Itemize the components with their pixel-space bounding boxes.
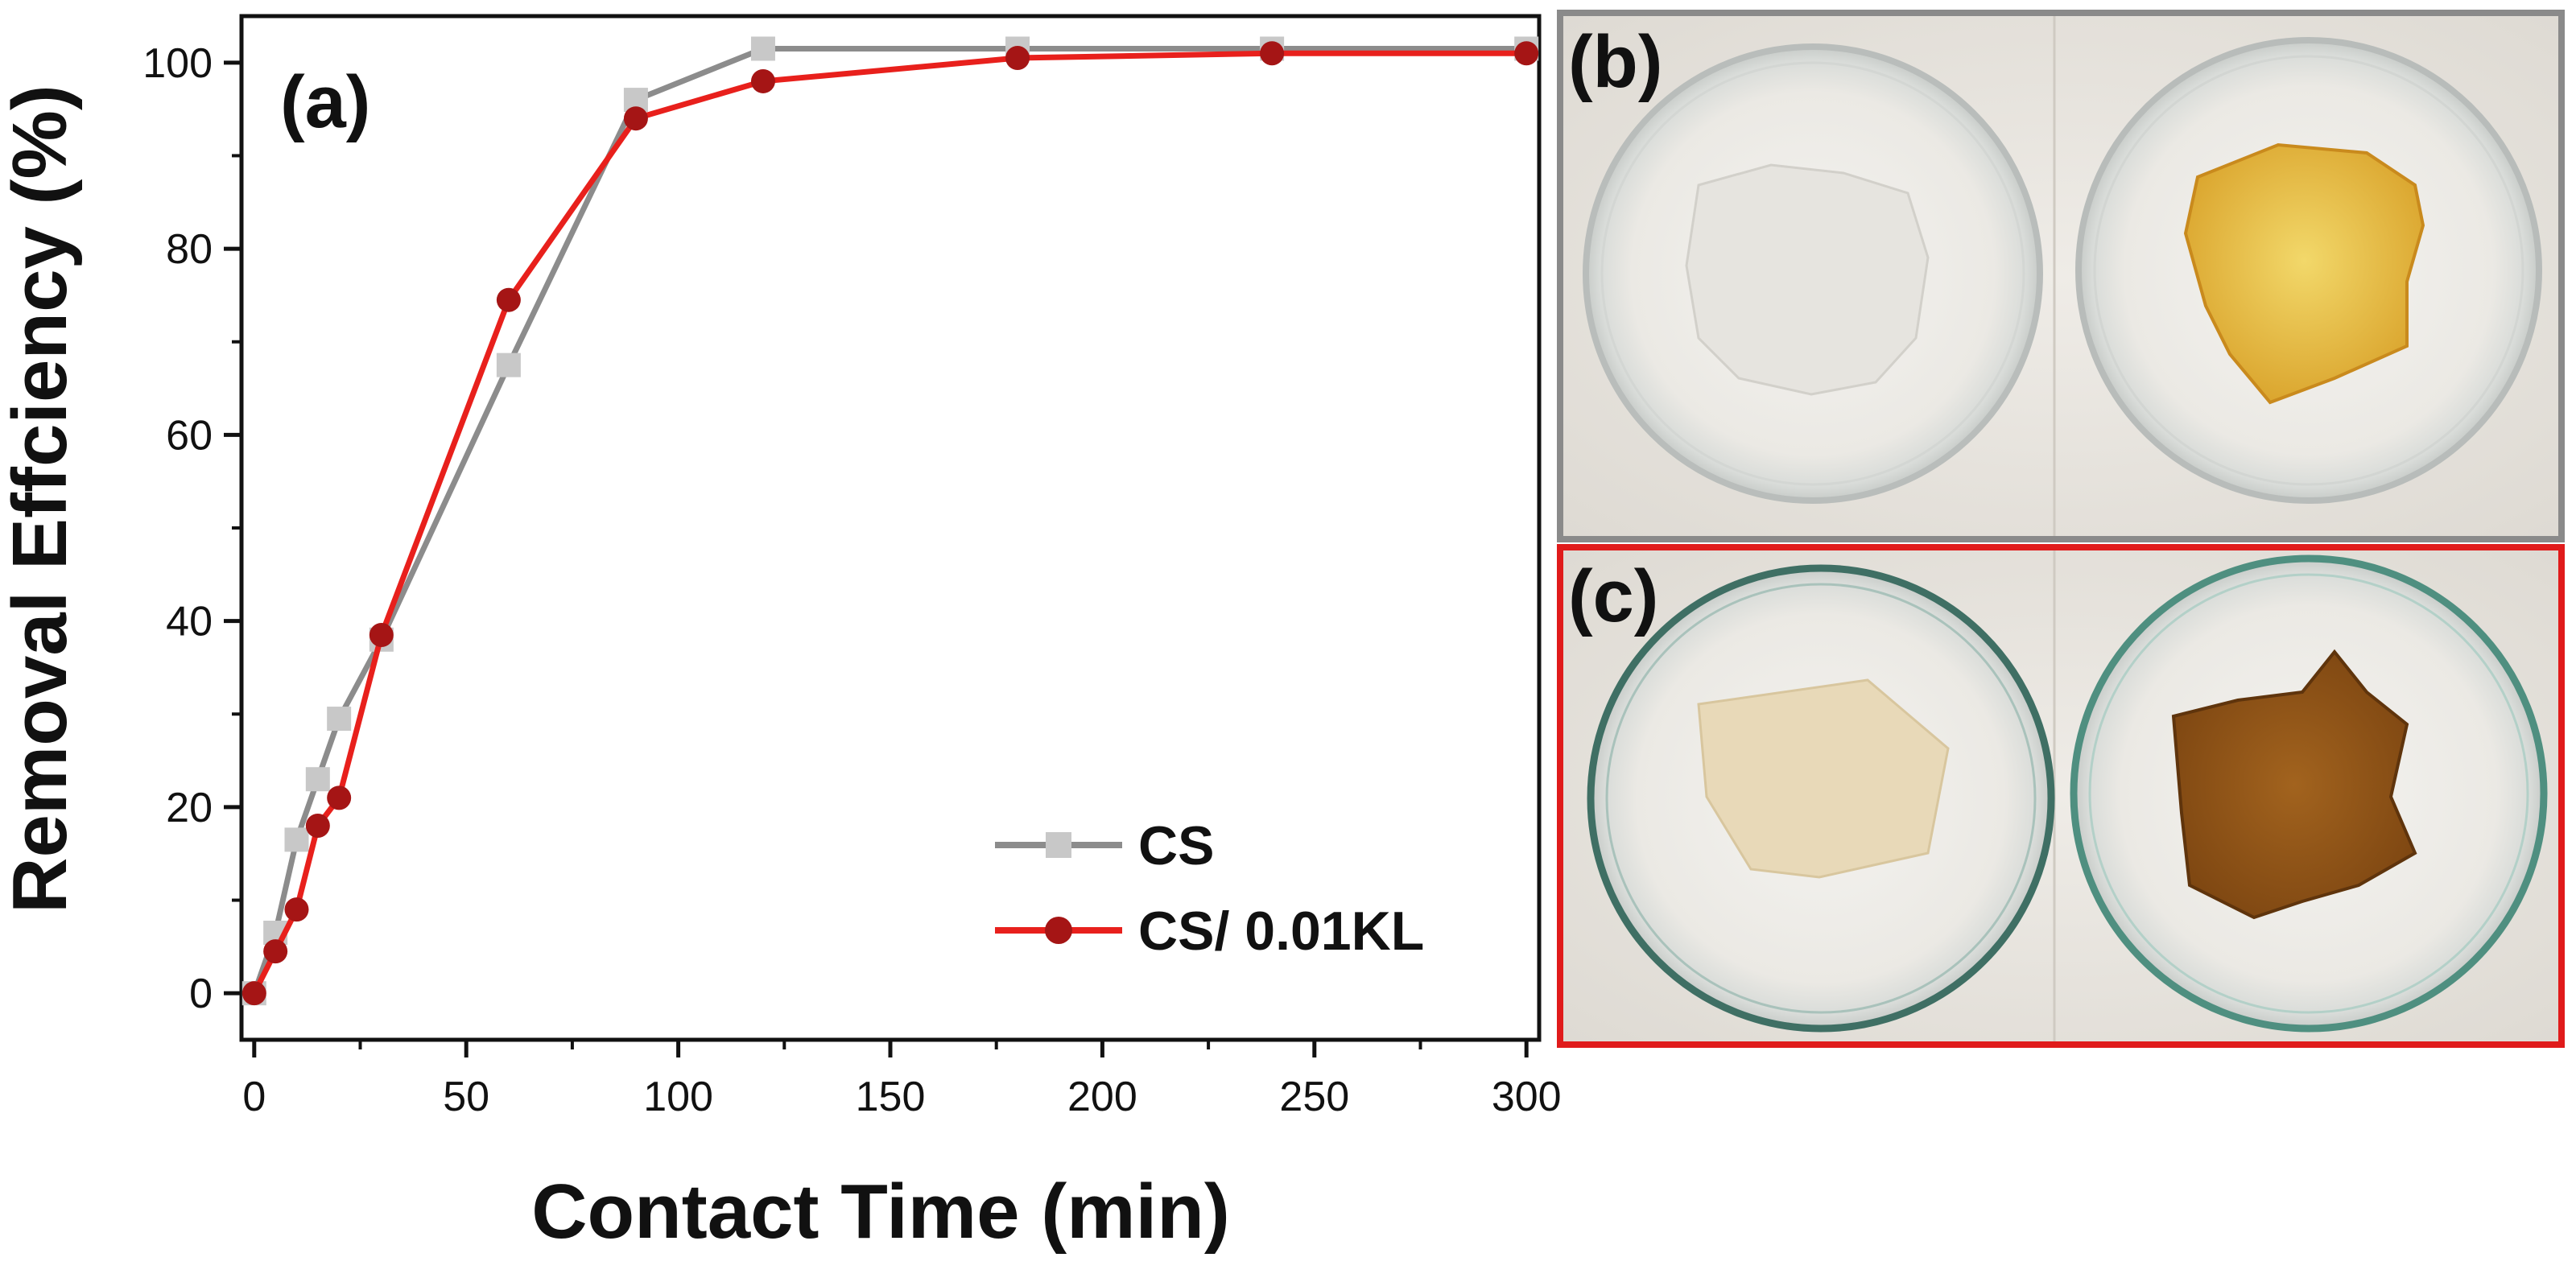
- x-tick-label: 250: [1279, 1074, 1349, 1120]
- data-point-cs-kl: [284, 897, 309, 922]
- y-tick-label: 80: [166, 226, 213, 273]
- sample-c-right: [2171, 649, 2417, 920]
- data-point-cs-kl: [327, 785, 352, 810]
- data-point-cs-kl: [623, 106, 648, 131]
- x-tick-label: 300: [1492, 1074, 1562, 1120]
- x-tick-label: 50: [443, 1074, 489, 1120]
- y-tick-label: 40: [166, 599, 213, 645]
- removal-efficiency-chart: 0 50 100 150 200 250 300 0 20 40 60 80 100 (a) Cont…: [0, 14, 1562, 1255]
- x-tick-label: 150: [856, 1074, 926, 1120]
- data-point-cs-kl: [1005, 46, 1030, 71]
- data-point-cs-kl: [496, 287, 521, 312]
- data-point-cs-kl: [750, 68, 775, 93]
- panel-label-c: (c): [1568, 555, 1658, 637]
- petri-dish-b-right-inner-rim: [2093, 55, 2524, 486]
- x-tick-label: 100: [643, 1074, 713, 1120]
- sample-b-right: [2183, 142, 2425, 405]
- panel-label-a: (a): [280, 61, 370, 143]
- y-tick-labels: 0 20 40 60 80 100: [142, 40, 213, 1017]
- data-point-cs-kl: [242, 981, 266, 1006]
- legend-label-cs: CS: [1138, 815, 1214, 876]
- petri-dish-c-left-inner-rim: [1605, 583, 2037, 1014]
- data-point-cs-kl: [1514, 41, 1539, 66]
- data-point-cs: [496, 352, 521, 377]
- sample-c-left: [1697, 678, 1950, 879]
- y-axis-title: Removal Effciency (%): [0, 85, 83, 913]
- series-line-cs-kl: [251, 50, 1527, 995]
- data-point-cs-kl: [1260, 41, 1285, 66]
- x-tick-label: 0: [242, 1074, 266, 1120]
- y-tick-label: 20: [166, 785, 213, 831]
- legend-marker-cs: [1046, 832, 1071, 858]
- series-layer: [242, 36, 1539, 1006]
- petri-dish-b-left-inner-rim: [1600, 61, 2025, 486]
- axis-ticks: [224, 60, 1529, 1057]
- data-point-cs-kl: [369, 622, 394, 647]
- legend-label-cs-kl: CS/ 0.01KL: [1138, 901, 1424, 962]
- photo-c-frame: [1557, 544, 2565, 1048]
- data-point-cs: [750, 36, 775, 61]
- x-tick-label: 200: [1067, 1074, 1137, 1120]
- x-axis-title: Contact Time (min): [531, 1169, 1230, 1255]
- data-point-cs: [327, 707, 352, 732]
- data-point-cs: [305, 767, 330, 792]
- data-point-cs: [284, 827, 309, 852]
- legend: CS CS/ 0.01KL: [995, 815, 1424, 962]
- panel-label-b: (b): [1568, 21, 1662, 103]
- x-tick-labels: 0 50 100 150 200 250 300: [242, 1074, 1561, 1120]
- y-tick-label: 60: [166, 412, 213, 459]
- data-point-cs-kl: [305, 814, 330, 839]
- series-line-cs: [251, 45, 1527, 995]
- photo-panel-b: (b): [1557, 10, 2565, 542]
- y-tick-label: 100: [142, 40, 213, 87]
- sample-b-left: [1685, 163, 1930, 396]
- y-tick-label: 0: [189, 971, 213, 1017]
- photo-b-frame: [1557, 10, 2565, 542]
- data-point-cs-kl: [263, 939, 288, 964]
- petri-dish-c-right-inner-rim: [2088, 573, 2529, 1014]
- legend-marker-cs-kl: [1045, 917, 1072, 944]
- photo-panel-c: (c): [1557, 544, 2565, 1048]
